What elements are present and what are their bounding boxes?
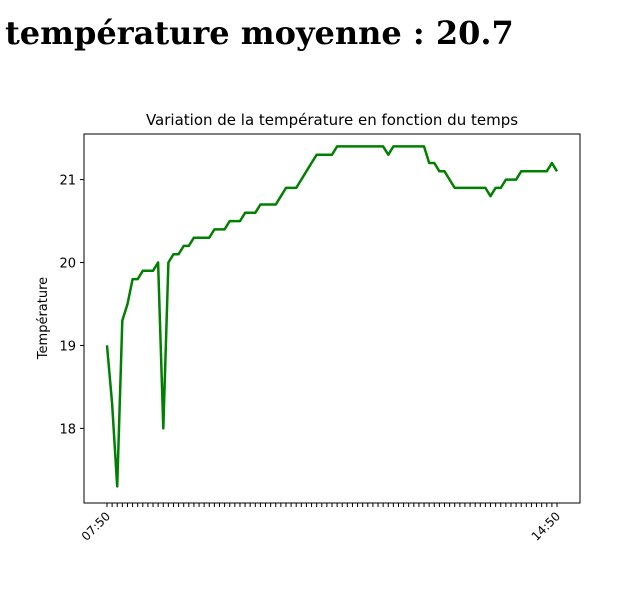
y-tick-label: 20: [59, 257, 76, 272]
x-tick-label: 14:50: [529, 509, 563, 543]
y-tick-label: 21: [59, 174, 76, 189]
page-heading: température moyenne : 20.7: [5, 14, 514, 52]
y-tick-label: 19: [59, 339, 76, 354]
x-axis: 07:50 14:50: [79, 503, 563, 544]
y-axis: 18 19 20 21: [59, 174, 84, 437]
y-tick-label: 18: [59, 422, 76, 437]
chart-title: Variation de la température en fonction …: [146, 111, 518, 129]
y-axis-label: Température: [36, 277, 51, 360]
x-tick-label: 07:50: [79, 509, 113, 543]
temperature-line: [105, 145, 559, 488]
plot-frame: [83, 133, 581, 504]
